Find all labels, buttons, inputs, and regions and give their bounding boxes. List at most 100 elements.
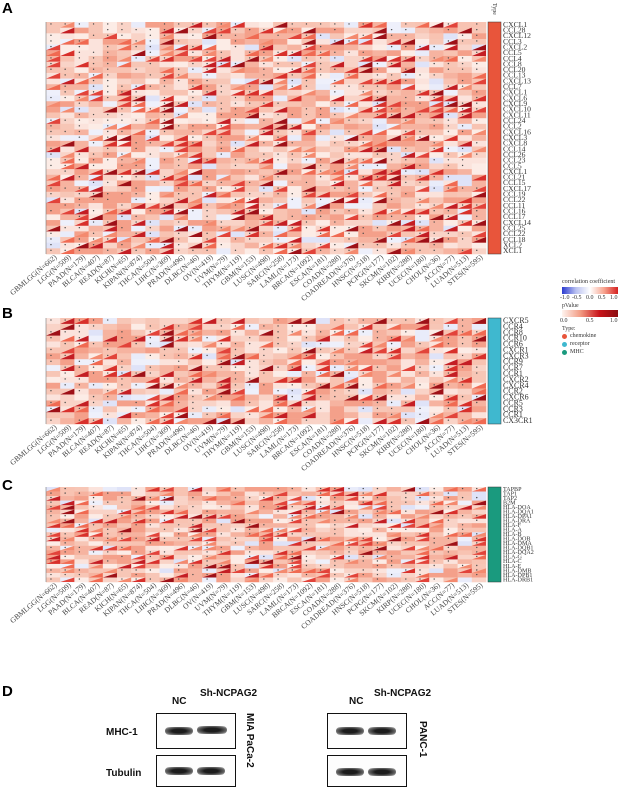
significance-mark (135, 524, 137, 526)
pvalue-triangle (244, 140, 259, 147)
significance-mark (447, 130, 450, 133)
heatmap-cell (88, 400, 104, 407)
heatmap-cell (273, 101, 288, 108)
heatmap-cell (46, 563, 61, 569)
pvalue-triangle (287, 496, 302, 501)
pvalue-triangle (230, 388, 245, 395)
heatmap-cell (187, 89, 203, 96)
significance-mark (461, 57, 464, 59)
significance-mark (149, 57, 152, 59)
significance-mark (447, 85, 450, 87)
heatmap-cell (471, 118, 487, 125)
significance-mark (64, 85, 66, 87)
heatmap-cell (46, 22, 61, 28)
significance-mark (319, 108, 322, 110)
heatmap-cell (131, 44, 146, 51)
significance-mark (206, 366, 208, 368)
pvalue-triangle (415, 550, 430, 555)
pvalue-triangle (329, 169, 345, 175)
significance-mark (234, 119, 237, 121)
heatmap-cell (315, 577, 331, 583)
pvalue-triangle (60, 523, 75, 528)
pvalue-triangle (202, 514, 217, 519)
heatmap-cell (443, 33, 458, 40)
significance-mark (447, 187, 450, 189)
pvalue-triangle (372, 545, 387, 551)
significance-mark (248, 96, 251, 99)
significance-mark (78, 119, 81, 121)
pvalue-triangle (344, 157, 359, 164)
pvalue-triangle (216, 191, 231, 198)
heatmap-cell (443, 418, 458, 425)
heatmap-cell (457, 577, 473, 583)
significance-mark (362, 187, 364, 189)
significance-mark (334, 560, 336, 562)
pvalue-triangle (145, 237, 160, 243)
heatmap-cell (273, 237, 288, 243)
significance-mark (78, 243, 81, 246)
heatmap-cell (216, 400, 231, 407)
significance-mark (107, 372, 109, 374)
significance-mark (163, 354, 166, 357)
significance-mark (348, 210, 350, 212)
heatmap-cell (74, 225, 89, 232)
pvalue-triangle (216, 22, 231, 28)
significance-mark (461, 34, 464, 36)
heatmap-cell (287, 38, 302, 45)
significance-mark (50, 232, 52, 235)
pvalue-triangle (116, 140, 132, 147)
legend-type-receptor: receptor (570, 341, 590, 347)
pvalue-triangle (216, 123, 231, 130)
heatmap-cell (88, 329, 104, 336)
heatmap-cell (287, 78, 302, 85)
heatmap-cell (88, 323, 104, 331)
pvalue-triangle (187, 203, 203, 209)
heatmap-cell (429, 174, 444, 181)
heatmap-cell (216, 541, 231, 547)
heatmap-cell (74, 491, 89, 497)
pvalue-triangle (88, 527, 103, 533)
pvalue-triangle (216, 412, 231, 419)
significance-mark (149, 537, 152, 540)
significance-mark (263, 57, 265, 59)
significance-mark (263, 249, 265, 252)
significance-mark (149, 45, 152, 48)
heatmap-cell (102, 523, 118, 529)
significance-mark (206, 249, 208, 252)
significance-mark (121, 164, 123, 167)
significance-mark (92, 198, 95, 201)
significance-mark (348, 232, 350, 235)
significance-mark (461, 564, 464, 567)
heatmap-cell (116, 400, 132, 407)
pvalue-triangle (46, 197, 61, 204)
pvalue-triangle (46, 61, 61, 68)
significance-mark (192, 354, 194, 357)
significance-mark (476, 348, 478, 351)
heatmap-cell (386, 487, 402, 492)
heatmap-cell (258, 186, 274, 193)
significance-mark (178, 533, 180, 535)
pvalue-triangle (159, 203, 174, 209)
heatmap-cell (202, 123, 217, 130)
gene-label: CXCR6 (503, 393, 529, 402)
pvalue-triangle (273, 500, 288, 506)
heatmap-cell (187, 563, 203, 569)
gene-label: CCL3 (503, 37, 522, 46)
significance-mark (376, 578, 379, 580)
pvalue-triangle (88, 89, 103, 96)
heatmap-cell (301, 496, 316, 501)
heatmap-cell (116, 559, 132, 565)
significance-mark (362, 342, 364, 345)
significance-mark (192, 96, 194, 99)
significance-mark (78, 551, 81, 553)
heatmap-cell (230, 118, 246, 125)
heatmap-cell (400, 50, 416, 57)
pvalue-triangle (187, 140, 203, 147)
heatmap-cell (287, 418, 302, 425)
pvalue-triangle (258, 123, 274, 130)
significance-mark (92, 232, 95, 235)
significance-mark (433, 45, 435, 48)
heatmap-cell (230, 550, 246, 556)
heatmap-cell (145, 95, 160, 102)
heatmap-cell (315, 341, 331, 348)
